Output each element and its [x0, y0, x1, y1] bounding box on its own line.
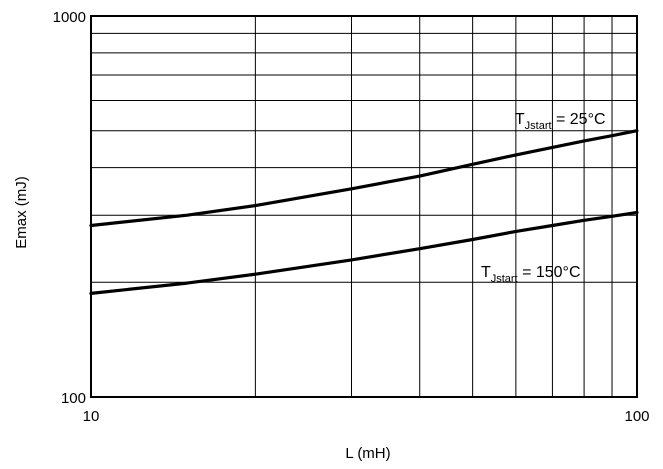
x-tick-labels: 10 100: [83, 408, 650, 425]
plot-frame: [90, 15, 638, 398]
x-tick-label: 100: [624, 408, 649, 425]
y-tick-labels: 100 1000: [53, 9, 86, 407]
x-axis-label: L (mH): [345, 445, 390, 462]
series-annotation: TJstart = 25°C: [515, 111, 606, 132]
series-annotation: TJstart = 150°C: [481, 264, 581, 285]
y-axis-label: Emax (mJ): [13, 176, 30, 249]
series-line-2: [89, 210, 639, 295]
y-tick-label: 1000: [53, 9, 86, 26]
y-tick-label: 100: [61, 390, 86, 407]
grid: [90, 15, 638, 398]
x-tick-label: 10: [83, 408, 100, 425]
series-line-1: [89, 129, 639, 228]
series-group: [89, 129, 639, 295]
annotations: TJstart = 25°C TJstart = 150°C: [481, 111, 606, 285]
